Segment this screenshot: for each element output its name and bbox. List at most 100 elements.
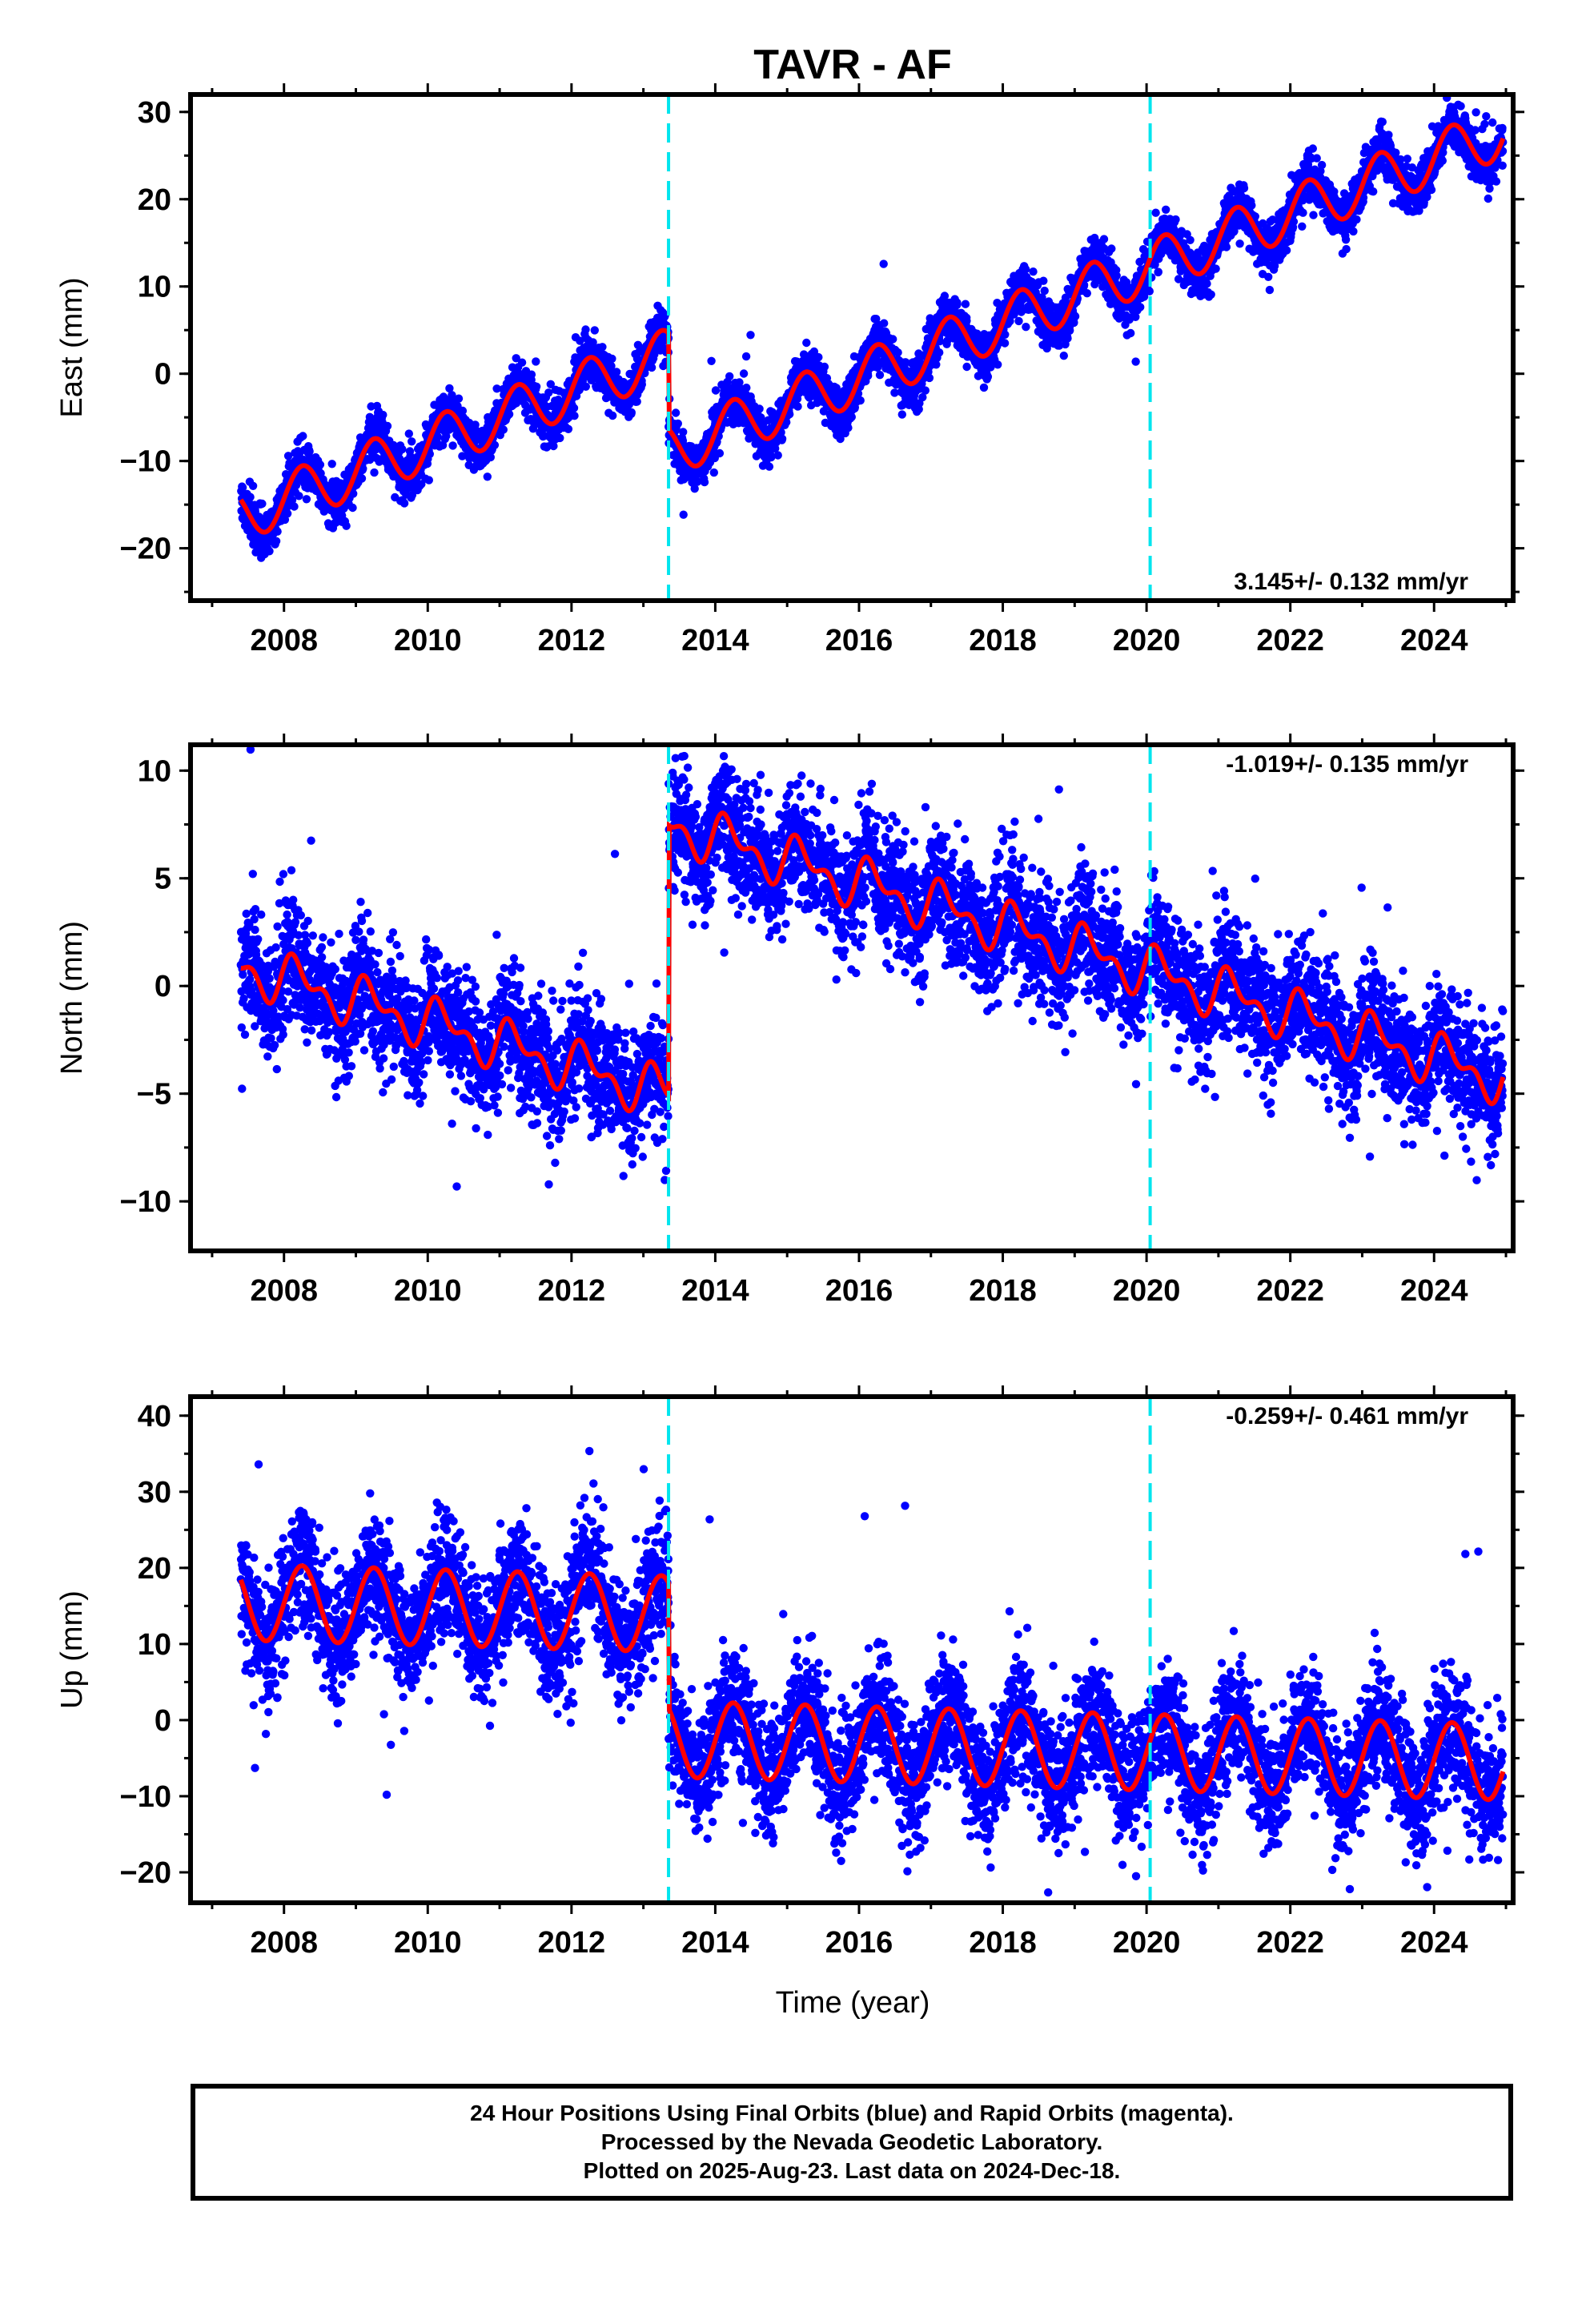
east-point: [287, 496, 297, 505]
east-point: [1211, 264, 1220, 273]
east-point: [283, 509, 292, 518]
east-point: [608, 354, 616, 364]
east-point: [438, 440, 448, 450]
east-point: [961, 300, 970, 308]
east-point: [671, 408, 681, 417]
east-point: [299, 432, 307, 440]
east-point: [248, 481, 258, 490]
east-point: [1126, 328, 1135, 338]
east-point: [258, 499, 267, 509]
east-point: [637, 380, 646, 389]
east-point: [1014, 316, 1023, 326]
east-point: [486, 452, 495, 462]
east-point: [271, 537, 281, 545]
east-point: [1265, 285, 1275, 295]
east-point: [370, 468, 379, 477]
panel-east: 2008 2010 2012 2014 2016 2018 2020 2022 2024−20−…: [55, 83, 1524, 657]
east-point: [994, 360, 1002, 369]
east-point: [445, 384, 454, 393]
east-point: [1154, 267, 1163, 276]
east-point: [408, 490, 417, 500]
east-point: [1247, 201, 1256, 210]
east-point: [1171, 215, 1180, 224]
east-point: [820, 362, 829, 372]
east-point: [512, 354, 520, 363]
east-point: [448, 441, 457, 450]
east-point: [962, 362, 971, 372]
east-point: [454, 394, 464, 403]
east-point: [793, 402, 802, 411]
east-point: [709, 468, 718, 477]
east-point: [725, 372, 734, 381]
east-point: [349, 489, 358, 498]
east-point: [398, 444, 407, 454]
east-point: [404, 429, 413, 438]
east-point: [302, 495, 311, 504]
east-point: [880, 319, 889, 328]
east-point: [400, 499, 409, 508]
east-point: [564, 424, 573, 433]
east-point: [953, 300, 962, 308]
east-point: [983, 372, 993, 381]
east-point: [1040, 286, 1049, 296]
east-point: [700, 477, 709, 487]
east-point: [1136, 303, 1145, 312]
east-point: [517, 358, 527, 367]
east-point: [1029, 267, 1038, 276]
east-point: [897, 410, 907, 419]
east-point: [379, 410, 387, 420]
east-point: [448, 391, 456, 400]
east-point: [773, 451, 782, 460]
east-point: [442, 432, 451, 440]
east-point: [647, 363, 656, 372]
east-point: [879, 259, 888, 268]
east-point: [569, 404, 579, 412]
east-point: [607, 361, 616, 371]
east-point: [581, 325, 590, 334]
east-point: [424, 476, 433, 485]
east-point: [1059, 352, 1069, 360]
east-point: [693, 477, 702, 486]
east-point: [1082, 289, 1092, 298]
east-point: [673, 419, 682, 428]
east-point: [273, 527, 282, 536]
east-point: [979, 383, 989, 392]
east-point: [1207, 290, 1215, 299]
east-point: [544, 388, 553, 397]
east-point: [490, 440, 500, 449]
east-point: [765, 462, 774, 471]
east-point: [581, 382, 590, 391]
east-points: [237, 94, 1508, 562]
east-point: [556, 433, 564, 443]
east-point: [246, 493, 255, 501]
east-point: [1235, 239, 1244, 248]
east-point: [527, 370, 536, 379]
east-point: [348, 503, 357, 513]
east-point: [1282, 246, 1291, 255]
east-point: [715, 448, 725, 458]
east-point: [612, 368, 621, 376]
east-point: [499, 425, 508, 434]
east-point: [575, 384, 584, 394]
east-point: [504, 410, 514, 419]
east-point: [570, 412, 579, 420]
east-point: [357, 474, 367, 483]
east-point: [1112, 271, 1121, 280]
east-point: [408, 437, 416, 446]
east-point: [735, 378, 744, 387]
east-point: [532, 382, 541, 391]
east-point: [742, 384, 751, 392]
east-point: [433, 432, 443, 441]
east-point: [1001, 330, 1010, 339]
east-point: [1039, 276, 1048, 285]
east-point: [814, 352, 823, 362]
east-point: [921, 386, 930, 395]
east-point: [893, 348, 902, 357]
east-point: [1131, 357, 1140, 366]
east-point: [1264, 272, 1273, 281]
east-point: [1222, 243, 1231, 251]
east-point: [1151, 208, 1160, 217]
east-point: [1145, 287, 1154, 296]
east-point: [295, 492, 303, 501]
east-point: [679, 428, 688, 436]
